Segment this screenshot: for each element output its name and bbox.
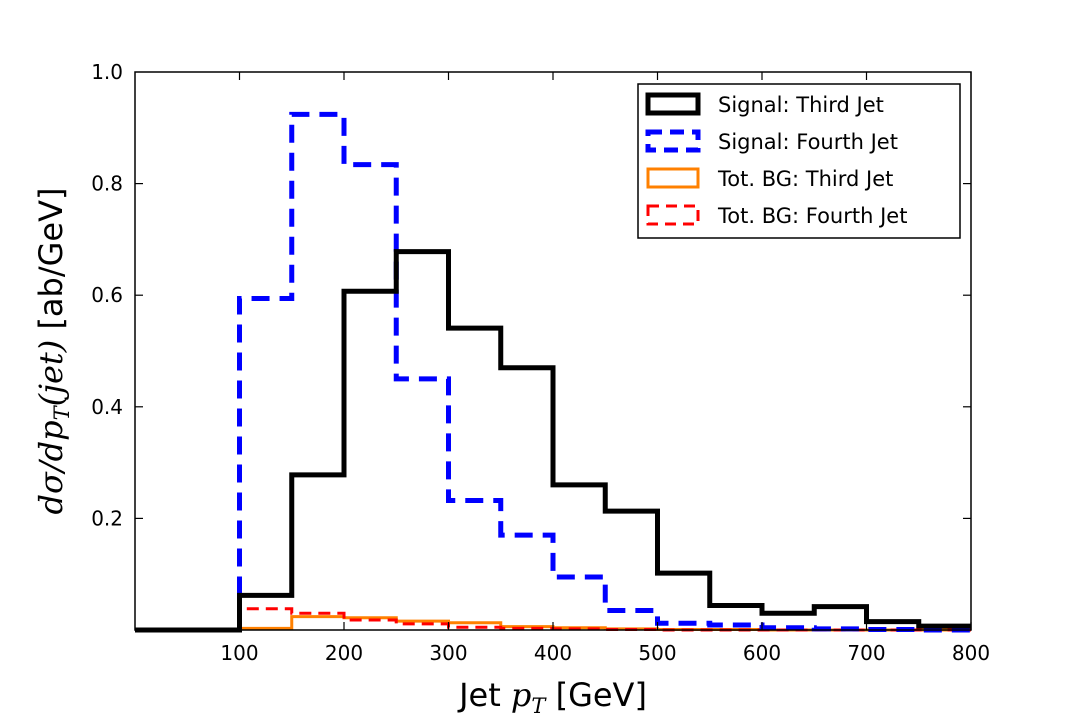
y-tick-label: 0.8 [91,172,123,196]
legend-label-3: Tot. BG: Third Jet [717,167,893,191]
y-tick-label: 0.4 [91,395,123,419]
x-tick-label: 800 [952,641,990,665]
legend-swatch-2 [645,129,701,153]
legend-swatch-3 [646,167,700,189]
x-tick-label: 100 [220,641,258,665]
x-tick-label: 500 [638,641,676,665]
legend-box [637,83,961,239]
legend-label-2: Signal: Fourth Jet [718,130,898,154]
x-tick-label: 700 [847,641,885,665]
y-tick-label: 0.2 [91,506,123,530]
x-tick-label: 600 [743,641,781,665]
x-axis-label: Jet pT [GeV] [457,676,647,718]
x-tick-label: 300 [429,641,467,665]
y-axis-label: dσ/dpT(jet) [ab/GeV] [32,188,74,515]
y-tick-label: 0.6 [91,283,123,307]
legend-swatch-4 [646,204,700,226]
series-line-2 [135,111,971,633]
x-tick-label: 200 [325,641,363,665]
x-tick-label: 400 [534,641,572,665]
series-line-1 [135,249,971,633]
y-tick-label-top: 1.0 [91,60,123,84]
legend-swatch-1 [645,92,701,116]
legend-label-1: Signal: Third Jet [718,93,884,117]
legend: Signal: Third Jet Signal: Fourth Jet Tot. … [637,83,961,239]
series-line-4 [135,607,971,632]
legend-label-4: Tot. BG: Fourth Jet [717,204,907,228]
ticks-layer: 100 200 300 400 500 600 700 800 0.2 0.4 0.6 0.8 1.0 [91,60,990,665]
